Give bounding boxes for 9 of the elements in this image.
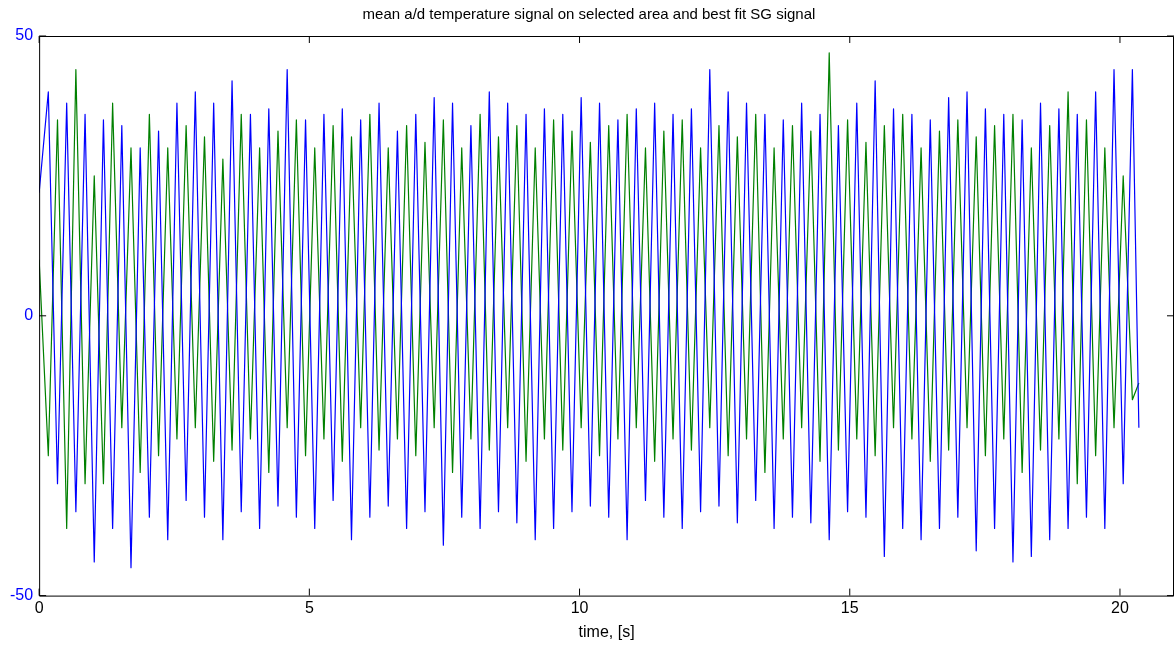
chart-title: mean a/d temperature signal on selected area and best fit SG signal [362, 5, 816, 23]
y-tick-label: 0 [24, 306, 34, 324]
x-tick-label: 20 [1111, 598, 1129, 616]
x-axis-title: time, [s] [578, 622, 635, 640]
x-tick-label: 10 [570, 598, 589, 616]
x-tick-label: 15 [840, 598, 859, 616]
x-tick-label: 5 [304, 598, 314, 616]
y-tick-label: 50 [15, 26, 34, 44]
y-tick-label: -50 [10, 586, 34, 604]
